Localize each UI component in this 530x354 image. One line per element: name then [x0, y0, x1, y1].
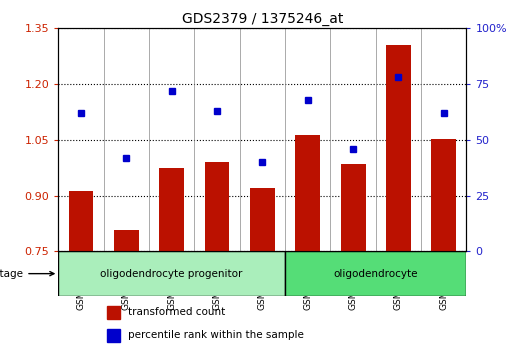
Bar [205, 162, 229, 251]
Bar [107, 329, 119, 342]
Bar [58, 251, 285, 296]
Text: development stage: development stage [0, 269, 54, 279]
Title: GDS2379 / 1375246_at: GDS2379 / 1375246_at [182, 12, 343, 26]
Text: oligodendrocyte progenitor: oligodendrocyte progenitor [101, 269, 243, 279]
Text: transformed count: transformed count [128, 307, 225, 317]
Bar [341, 164, 366, 251]
Bar [295, 135, 320, 251]
Bar [107, 306, 119, 319]
Bar [285, 251, 466, 296]
Text: percentile rank within the sample: percentile rank within the sample [128, 330, 304, 340]
Text: oligodendrocyte: oligodendrocyte [333, 269, 418, 279]
Bar [250, 188, 275, 251]
Bar [68, 191, 93, 251]
Bar [386, 45, 411, 251]
Bar [114, 230, 139, 251]
Bar [431, 139, 456, 251]
Bar [159, 168, 184, 251]
